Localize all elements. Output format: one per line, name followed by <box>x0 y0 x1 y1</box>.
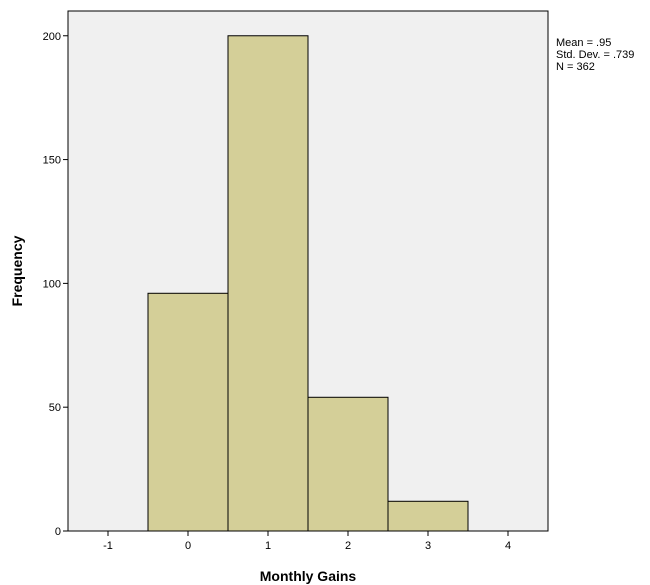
x-tick-label-4: 3 <box>425 540 431 552</box>
x-tick-label-5: 4 <box>505 540 511 552</box>
y-tick-label-1: 50 <box>49 402 61 414</box>
histogram-bar-1 <box>227 35 309 532</box>
x-tick-label-0: -1 <box>103 540 113 552</box>
x-axis: -1 0 1 2 3 4 <box>103 531 511 552</box>
stats-mean: Mean = .95 <box>556 37 611 49</box>
stats-box: Mean = .95 Std. Dev. = .739 N = 362 <box>556 37 634 73</box>
y-tick-label-3: 150 <box>43 155 61 167</box>
y-axis-title: Frequency <box>9 235 25 306</box>
y-axis: 0 50 100 150 200 <box>43 31 68 538</box>
x-tick-label-1: 0 <box>185 540 191 552</box>
bars-group <box>147 35 469 532</box>
x-tick-label-2: 1 <box>265 540 271 552</box>
y-tick-label-2: 100 <box>43 278 61 290</box>
histogram-bar-2 <box>307 396 389 532</box>
stats-std-dev: Std. Dev. = .739 <box>556 49 634 61</box>
x-axis-title: Monthly Gains <box>260 568 357 584</box>
x-tick-label-3: 2 <box>345 540 351 552</box>
histogram-bar-0 <box>147 292 229 532</box>
histogram-bar-3 <box>387 500 469 532</box>
y-tick-label-4: 200 <box>43 31 61 43</box>
stats-n: N = 362 <box>556 61 595 73</box>
y-tick-label-0: 0 <box>55 526 61 538</box>
